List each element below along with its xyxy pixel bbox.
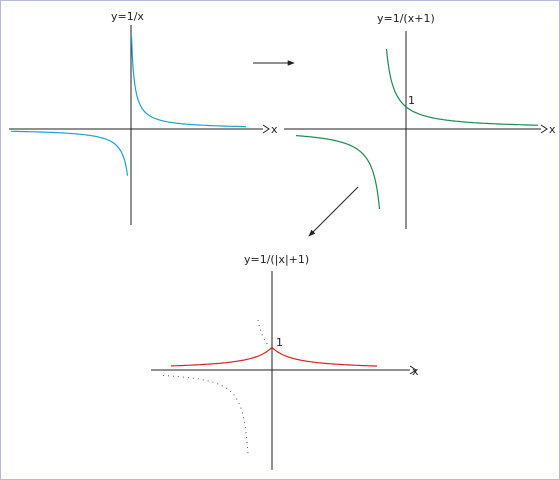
x-axis-arrow — [263, 125, 269, 133]
transform-arrow-down-left — [309, 187, 358, 236]
x-axis-arrow — [541, 125, 547, 133]
curve-reciprocal-right — [132, 36, 247, 127]
graph-shifted: y=1/(x+1) 1 x — [284, 12, 556, 229]
x-label-absolute: x — [412, 365, 419, 378]
x-label-reciprocal: x — [271, 123, 278, 136]
curve-shifted-right — [387, 49, 539, 125]
intercept-label-shifted: 1 — [408, 94, 415, 107]
curve-reciprocal-left — [11, 131, 128, 175]
graph-reciprocal: y=1/x x — [9, 10, 278, 225]
title-absolute: y=1/(|x|+1) — [244, 253, 309, 266]
curve-shifted-left — [296, 136, 380, 209]
intercept-label-absolute: 1 — [276, 336, 283, 349]
ghost-branch-upper — [258, 320, 269, 346]
x-label-shifted: x — [549, 123, 556, 136]
curve-absolute — [171, 347, 377, 366]
graph-absolute: y=1/(|x|+1) 1 x — [151, 253, 419, 470]
ghost-branch-lower — [163, 376, 248, 454]
title-shifted: y=1/(x+1) — [377, 12, 435, 25]
title-reciprocal: y=1/x — [111, 10, 144, 23]
